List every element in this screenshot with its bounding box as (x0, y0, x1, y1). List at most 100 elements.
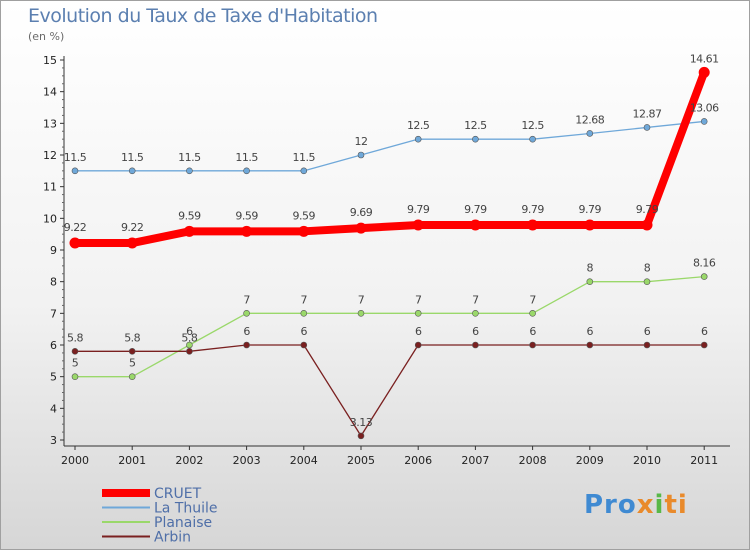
data-label-cruet: 14.61 (690, 52, 719, 65)
data-label-la-thuile: 12.68 (575, 113, 604, 126)
series-line-cruet (71, 68, 709, 248)
series-point-cruet (126, 237, 138, 249)
series-line-planaise (74, 275, 705, 378)
y-tick-label: 4 (50, 402, 57, 415)
y-tick-label: 8 (50, 276, 57, 289)
y-tick-label: 10 (43, 212, 57, 225)
y-tick-label: 15 (43, 54, 57, 67)
x-tick-label: 2009 (576, 454, 604, 467)
data-label-cruet: 9.69 (350, 206, 373, 219)
data-label-arbin: 3.13 (350, 416, 373, 429)
data-label-arbin: 6 (587, 325, 594, 338)
data-label-la-thuile: 12 (355, 135, 368, 148)
series-point-cruet (69, 237, 81, 249)
data-label-la-thuile: 12.87 (633, 107, 662, 120)
series-point-cruet (412, 219, 424, 231)
chart-unit: (en %) (28, 30, 65, 43)
data-label-la-thuile: 11.5 (178, 151, 201, 164)
data-label-planaise: 6 (186, 325, 193, 338)
series-point-arbin (472, 341, 479, 349)
data-label-planaise: 8 (644, 262, 651, 275)
series-point-la-thuile (186, 167, 193, 175)
data-label-la-thuile: 11.5 (293, 151, 316, 164)
series-point-planaise (71, 373, 79, 380)
series-point-planaise (529, 310, 536, 317)
data-label-cruet: 9.59 (235, 209, 258, 222)
series-point-arbin (529, 341, 536, 349)
data-label-arbin: 6 (301, 325, 308, 338)
y-tick-label: 3 (50, 434, 57, 447)
data-label-arbin: 6 (415, 325, 422, 338)
data-label-la-thuile: 11.5 (235, 151, 258, 164)
series-point-planaise (357, 310, 365, 317)
data-label-cruet: 9.79 (464, 203, 487, 216)
logo-part-2: x (636, 490, 655, 520)
data-label-la-thuile: 12.5 (464, 119, 487, 132)
series-point-cruet (355, 222, 367, 234)
series-point-arbin (586, 341, 594, 349)
series-point-arbin (186, 348, 193, 355)
data-label-la-thuile: 12.5 (407, 119, 430, 132)
y-tick-label: 13 (43, 117, 57, 130)
data-label-arbin: 6 (243, 325, 250, 338)
series-point-planaise (472, 310, 479, 317)
series-point-cruet (469, 219, 481, 231)
data-label-arbin: 5.8 (181, 331, 197, 344)
data-label-la-thuile: 11.5 (121, 151, 144, 164)
data-label-cruet: 9.59 (293, 209, 316, 222)
series-point-cruet (698, 66, 710, 78)
series-point-planaise (414, 310, 422, 317)
data-label-arbin: 6 (701, 325, 708, 338)
logo-part-3: i (654, 490, 665, 520)
data-label-planaise: 7 (358, 293, 365, 306)
x-tick-label: 2000 (61, 454, 89, 467)
series-point-la-thuile (529, 135, 536, 143)
series-point-arbin (71, 348, 79, 355)
series-point-la-thuile (71, 167, 79, 175)
logo-part-1: Pro (584, 490, 637, 520)
series-point-la-thuile (243, 167, 250, 175)
x-tick-label: 2003 (233, 454, 261, 467)
data-label-planaise: 7 (301, 293, 308, 306)
x-tick-label: 2010 (633, 454, 661, 467)
data-label-cruet: 9.79 (407, 203, 430, 216)
series-point-planaise (186, 341, 193, 349)
series-point-planaise (128, 373, 136, 380)
series-point-cruet (641, 219, 653, 231)
data-label-cruet: 9.22 (121, 221, 144, 234)
series-point-arbin (357, 432, 365, 440)
series-point-cruet (584, 219, 596, 231)
data-label-arbin: 6 (472, 325, 479, 338)
series-point-arbin (643, 341, 651, 349)
series-point-cruet (241, 225, 253, 237)
y-tick-label: 11 (43, 181, 57, 194)
series-point-planaise (700, 273, 708, 280)
series-point-arbin (700, 341, 708, 349)
data-label-planaise: 7 (529, 293, 536, 306)
data-label-la-thuile: 13.06 (690, 101, 719, 114)
series-point-arbin (414, 341, 422, 349)
series-point-la-thuile (414, 135, 422, 143)
x-tick-label: 2006 (404, 454, 432, 467)
data-label-planaise: 5 (129, 357, 136, 370)
data-label-cruet: 9.22 (64, 221, 87, 234)
series-point-planaise (300, 310, 308, 317)
data-label-la-thuile: 12.5 (521, 119, 544, 132)
data-label-planaise: 8 (587, 262, 594, 275)
x-tick-label: 2004 (290, 454, 318, 467)
data-label-planaise: 7 (472, 293, 479, 306)
x-tick-label: 2002 (175, 454, 203, 467)
x-tick-label: 2008 (519, 454, 547, 467)
series-line-arbin (74, 344, 705, 437)
x-tick-label: 2007 (461, 454, 489, 467)
data-label-cruet: 9.79 (521, 203, 544, 216)
data-label-planaise: 7 (243, 293, 250, 306)
data-label-arbin: 5.8 (124, 331, 140, 344)
series-point-cruet (527, 219, 539, 231)
series-point-cruet (298, 225, 310, 237)
series-point-arbin (243, 341, 250, 349)
y-tick-label: 5 (50, 371, 57, 384)
series-point-la-thuile (700, 118, 708, 125)
x-tick-label: 2005 (347, 454, 375, 467)
